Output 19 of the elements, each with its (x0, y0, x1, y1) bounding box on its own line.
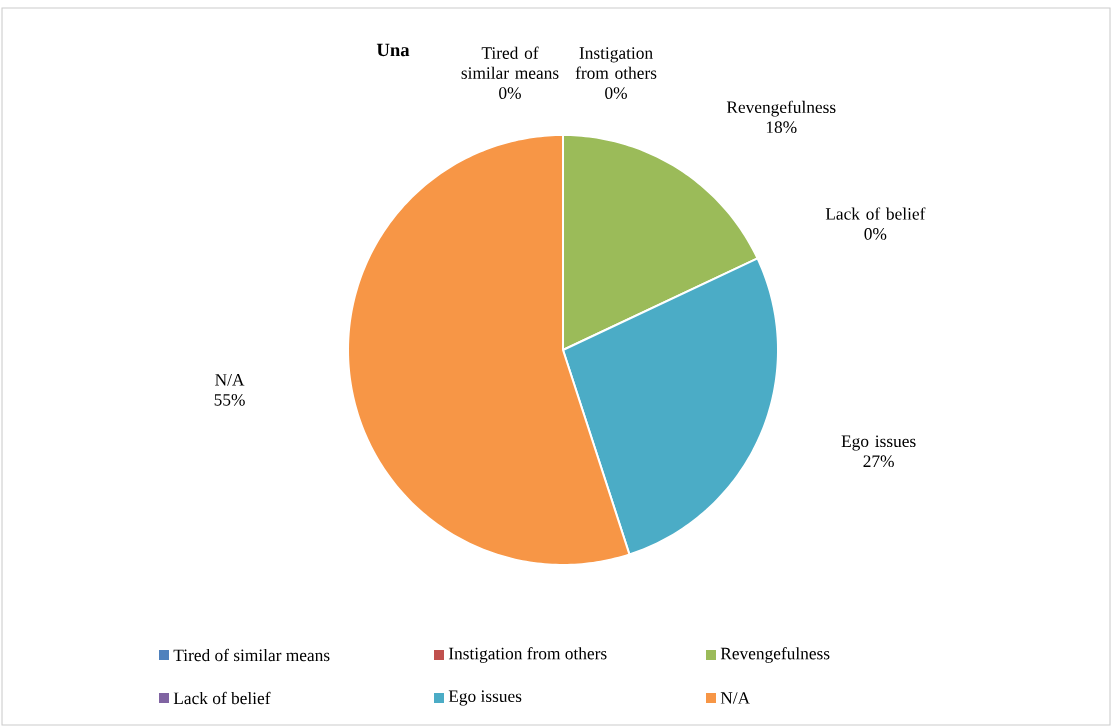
category-label: Instigation from others (575, 47, 657, 79)
text: 0% (605, 87, 627, 99)
legend-label: Ego issues (448, 690, 522, 706)
text: 0% (499, 87, 521, 99)
legend-label: Tired of similar means (173, 648, 330, 662)
data-label: 27% (863, 455, 894, 468)
legend-label: Revengefulness (720, 647, 830, 663)
slice-label: N/A (215, 374, 245, 386)
chart-title: Una (376, 43, 410, 57)
legend-label: Instigation from others (448, 647, 607, 663)
data-label: 55% (214, 393, 245, 406)
category-label: Lack of belief (825, 207, 926, 220)
slice-label: Revengefulness (726, 100, 836, 117)
slice-label: Ego issues (841, 435, 916, 451)
data-label: 18% (766, 121, 797, 134)
category-label: Tired of similar means (461, 46, 559, 79)
text: 0% (864, 228, 887, 240)
legend-label: N/A (720, 692, 751, 704)
legend-label: Lack of belief (173, 691, 271, 705)
